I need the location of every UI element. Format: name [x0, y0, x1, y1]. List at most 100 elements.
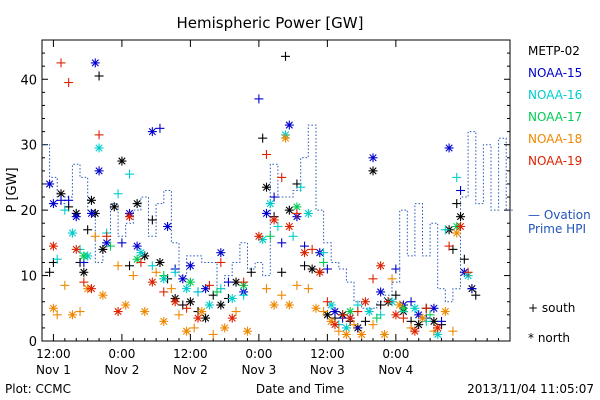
point-south	[368, 320, 378, 330]
point-north	[368, 166, 378, 176]
point-north	[204, 300, 214, 310]
point-south	[147, 215, 157, 225]
point-south	[216, 257, 226, 267]
point-south	[456, 186, 466, 195]
point-north	[48, 199, 58, 209]
point-north	[159, 316, 169, 326]
point-south	[319, 248, 329, 258]
point-north	[113, 307, 123, 317]
point-south	[463, 267, 473, 277]
point-south	[159, 287, 169, 297]
point-south	[300, 261, 310, 271]
point-south	[193, 287, 203, 297]
point-north	[132, 241, 142, 251]
point-north	[86, 195, 96, 205]
point-north	[300, 248, 310, 258]
point-north	[67, 310, 77, 320]
point-south	[448, 326, 458, 336]
x-tick-label-time: 12:00	[310, 347, 345, 361]
point-north	[261, 208, 271, 218]
series-metp-02	[45, 51, 481, 333]
point-south	[113, 189, 123, 199]
point-south	[64, 78, 74, 88]
point-south	[155, 123, 165, 133]
point-north	[429, 303, 439, 313]
legend-item-noaa-16: NOAA-16	[528, 88, 582, 102]
point-south	[60, 280, 70, 290]
point-south	[440, 225, 450, 235]
point-north	[433, 323, 443, 333]
point-north	[440, 307, 450, 317]
point-north	[341, 323, 351, 333]
point-south	[64, 195, 74, 205]
point-north	[315, 267, 325, 277]
point-north	[178, 274, 188, 284]
point-south	[113, 261, 123, 271]
series-noaa-16	[52, 130, 473, 339]
point-south	[125, 261, 135, 271]
point-south	[292, 208, 302, 218]
point-north	[391, 310, 401, 320]
legend-item-metp-02: METP-02	[528, 44, 580, 58]
point-north	[121, 300, 131, 310]
point-south	[102, 231, 112, 241]
point-south	[231, 307, 241, 317]
point-south	[349, 320, 359, 330]
x-tick-label-time: 12:00	[173, 347, 208, 361]
point-north	[185, 297, 195, 307]
point-south	[444, 241, 454, 251]
point-south	[189, 323, 199, 333]
point-south	[296, 182, 306, 192]
data-points	[45, 51, 481, 339]
point-north	[117, 156, 127, 166]
point-south	[258, 133, 268, 143]
point-south	[90, 231, 100, 241]
point-south	[151, 267, 161, 277]
point-south	[94, 130, 104, 140]
x-tick-label-date: Nov 1	[36, 363, 71, 377]
point-north	[216, 248, 226, 258]
point-north	[414, 320, 424, 330]
point-south	[52, 310, 62, 320]
point-north	[147, 277, 157, 287]
point-north	[94, 166, 104, 176]
plot-credit: Plot: CCMC	[5, 382, 71, 396]
point-south	[459, 254, 469, 264]
point-north	[231, 277, 241, 287]
legend-model-line2: Prime HPI	[528, 222, 586, 236]
x-axis: 12:00 Nov 1 0:00 Nov 2 12:00 Nov 2 0:00 Nov 3 12…	[36, 40, 500, 377]
point-south	[223, 277, 233, 287]
x-tick-label-date: Nov 3	[241, 363, 276, 377]
point-south	[319, 257, 329, 267]
x-tick-label-date: Nov 2	[104, 363, 139, 377]
point-north	[376, 261, 386, 271]
point-north	[170, 297, 180, 307]
point-south	[128, 271, 138, 281]
point-south	[334, 326, 344, 336]
y-tick-label: 40	[20, 73, 37, 88]
point-north	[284, 205, 294, 215]
x-axis-label: Date and Time	[256, 382, 344, 396]
point-north	[269, 215, 279, 225]
y-tick-label: 20	[20, 204, 37, 219]
legend-south-marker: + south	[528, 301, 575, 315]
x-tick-label-time: 0:00	[245, 347, 272, 361]
x-tick-label-time: 0:00	[108, 347, 135, 361]
point-south	[170, 267, 180, 277]
point-south	[338, 310, 348, 320]
point-south	[174, 310, 184, 320]
point-north	[98, 244, 108, 254]
point-south	[391, 264, 401, 274]
point-north	[345, 307, 355, 317]
point-south	[75, 307, 85, 317]
point-north	[71, 212, 81, 222]
point-south	[239, 277, 249, 287]
point-north	[379, 329, 389, 339]
point-south	[83, 225, 93, 235]
point-south	[398, 313, 408, 323]
point-north	[376, 287, 386, 297]
point-south	[79, 277, 89, 287]
point-south	[421, 303, 431, 313]
point-south	[52, 254, 62, 264]
point-south	[277, 290, 287, 300]
